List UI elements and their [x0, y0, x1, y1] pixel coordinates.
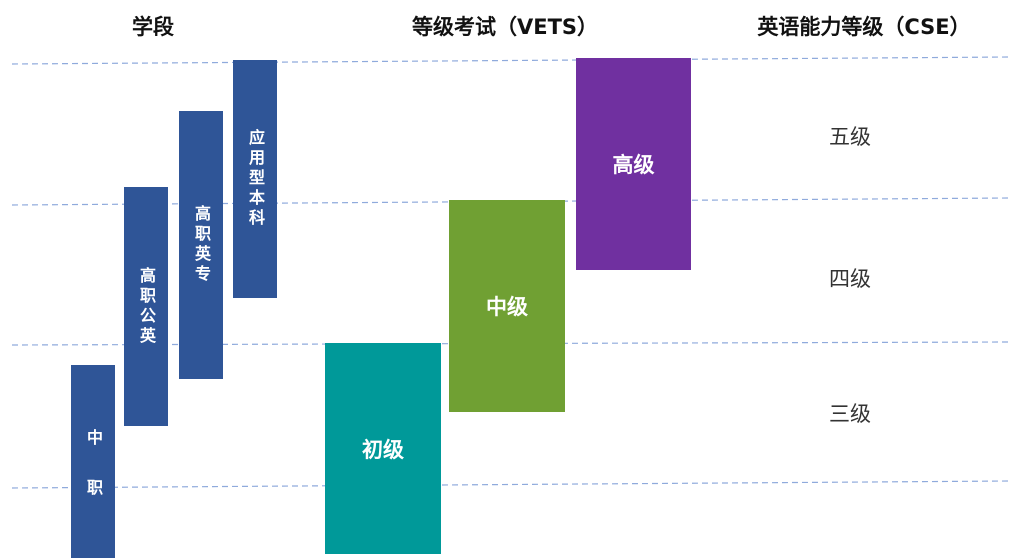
vets-level-intermediate: 中级	[449, 200, 565, 412]
vets-header: 等级考试（VETS）	[411, 15, 599, 39]
stage-label: 高职公英	[137, 266, 156, 347]
stage-header: 学段	[132, 15, 174, 39]
guide-line-middle	[11, 341, 1010, 346]
stage-label: 中职	[84, 428, 103, 529]
vets-level-label: 初级	[362, 437, 404, 462]
stage-bar-applied-undergraduate: 应用型本科	[233, 60, 277, 298]
vets-level-advanced: 高级	[576, 58, 691, 270]
guide-line-top	[11, 56, 1010, 65]
cse-level-five: 五级	[829, 125, 871, 149]
stage-label: 应用型本科	[246, 129, 265, 229]
stage-bar-higher-vocational-english-major: 高职英专	[179, 111, 223, 379]
guide-line-lower	[11, 480, 1010, 489]
cse-header: 英语能力等级（CSE）	[757, 15, 971, 39]
vets-level-label: 高级	[612, 153, 655, 177]
cse-level-three: 三级	[829, 402, 871, 426]
vets-level-label: 中级	[486, 295, 528, 319]
stage-bar-higher-vocational-public-english: 高职公英	[124, 187, 168, 426]
stage-label: 高职英专	[192, 205, 211, 285]
stage-bar-secondary-vocational: 中职	[71, 365, 115, 558]
vets-level-primary: 初级	[325, 343, 441, 554]
cse-level-four: 四级	[829, 267, 871, 291]
guide-line-upper	[11, 197, 1010, 206]
